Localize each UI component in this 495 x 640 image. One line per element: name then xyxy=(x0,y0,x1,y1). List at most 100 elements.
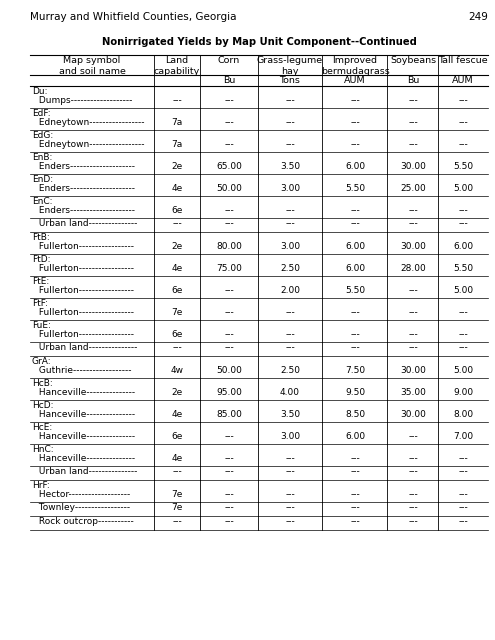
Text: Improved
bermudagrass: Improved bermudagrass xyxy=(321,56,390,76)
Text: Hector-------------------: Hector------------------- xyxy=(36,490,130,499)
Text: ---: --- xyxy=(224,219,234,228)
Text: ---: --- xyxy=(408,517,418,526)
Text: Edneytown-----------------: Edneytown----------------- xyxy=(36,118,145,127)
Text: 4e: 4e xyxy=(171,184,183,193)
Text: ---: --- xyxy=(224,118,234,127)
Text: EnB:: EnB: xyxy=(32,153,52,162)
Text: Tall fescue: Tall fescue xyxy=(438,56,488,65)
Text: Soybeans: Soybeans xyxy=(390,56,436,65)
Text: EdG:: EdG: xyxy=(32,131,53,140)
Text: AUM: AUM xyxy=(344,76,366,85)
Text: Du:: Du: xyxy=(32,87,48,96)
Text: 35.00: 35.00 xyxy=(400,388,426,397)
Text: Fullerton-----------------: Fullerton----------------- xyxy=(36,330,134,339)
Text: 5.50: 5.50 xyxy=(453,264,473,273)
Text: ---: --- xyxy=(224,490,234,499)
Text: 6.00: 6.00 xyxy=(345,162,365,171)
Text: ---: --- xyxy=(458,454,468,463)
Text: Enders--------------------: Enders-------------------- xyxy=(36,184,135,193)
Text: Corn: Corn xyxy=(218,56,240,65)
Text: FtE:: FtE: xyxy=(32,277,49,286)
Text: ---: --- xyxy=(350,517,360,526)
Text: 8.00: 8.00 xyxy=(453,410,473,419)
Text: 3.00: 3.00 xyxy=(280,184,300,193)
Text: 3.00: 3.00 xyxy=(280,242,300,251)
Text: 4e: 4e xyxy=(171,454,183,463)
Text: 25.00: 25.00 xyxy=(400,184,426,193)
Text: 65.00: 65.00 xyxy=(216,162,242,171)
Text: ---: --- xyxy=(408,286,418,295)
Text: Townley-----------------: Townley----------------- xyxy=(36,503,130,512)
Text: ---: --- xyxy=(172,96,182,105)
Text: Rock outcrop-----------: Rock outcrop----------- xyxy=(36,517,134,526)
Text: ---: --- xyxy=(408,454,418,463)
Text: 30.00: 30.00 xyxy=(400,162,426,171)
Text: 2e: 2e xyxy=(171,388,183,397)
Text: ---: --- xyxy=(285,219,295,228)
Text: 50.00: 50.00 xyxy=(216,184,242,193)
Text: ---: --- xyxy=(458,503,468,512)
Text: ---: --- xyxy=(350,206,360,215)
Text: ---: --- xyxy=(285,517,295,526)
Text: ---: --- xyxy=(224,454,234,463)
Text: ---: --- xyxy=(458,308,468,317)
Text: 5.50: 5.50 xyxy=(453,162,473,171)
Text: FtF:: FtF: xyxy=(32,299,48,308)
Text: ---: --- xyxy=(172,467,182,476)
Text: 28.00: 28.00 xyxy=(400,264,426,273)
Text: ---: --- xyxy=(350,219,360,228)
Text: ---: --- xyxy=(285,308,295,317)
Text: Fullerton-----------------: Fullerton----------------- xyxy=(36,308,134,317)
Text: ---: --- xyxy=(458,330,468,339)
Text: ---: --- xyxy=(458,219,468,228)
Text: ---: --- xyxy=(350,454,360,463)
Text: 5.00: 5.00 xyxy=(453,184,473,193)
Text: 6.00: 6.00 xyxy=(345,242,365,251)
Text: 6.00: 6.00 xyxy=(345,264,365,273)
Text: ---: --- xyxy=(172,517,182,526)
Text: ---: --- xyxy=(224,343,234,352)
Text: 30.00: 30.00 xyxy=(400,242,426,251)
Text: ---: --- xyxy=(458,343,468,352)
Text: 5.00: 5.00 xyxy=(453,366,473,375)
Text: 249: 249 xyxy=(468,12,488,22)
Text: 3.50: 3.50 xyxy=(280,410,300,419)
Text: ---: --- xyxy=(285,343,295,352)
Text: 30.00: 30.00 xyxy=(400,366,426,375)
Text: ---: --- xyxy=(408,219,418,228)
Text: 2e: 2e xyxy=(171,162,183,171)
Text: ---: --- xyxy=(285,96,295,105)
Text: ---: --- xyxy=(224,140,234,149)
Text: 4e: 4e xyxy=(171,410,183,419)
Text: 5.50: 5.50 xyxy=(345,286,365,295)
Text: ---: --- xyxy=(350,118,360,127)
Text: Enders--------------------: Enders-------------------- xyxy=(36,162,135,171)
Text: ---: --- xyxy=(285,118,295,127)
Text: ---: --- xyxy=(224,96,234,105)
Text: 50.00: 50.00 xyxy=(216,366,242,375)
Text: Map symbol
and soil name: Map symbol and soil name xyxy=(58,56,125,76)
Text: ---: --- xyxy=(408,206,418,215)
Text: ---: --- xyxy=(224,467,234,476)
Text: Hanceville---------------: Hanceville--------------- xyxy=(36,388,135,397)
Text: Hanceville---------------: Hanceville--------------- xyxy=(36,454,135,463)
Text: ---: --- xyxy=(285,206,295,215)
Text: 8.50: 8.50 xyxy=(345,410,365,419)
Text: ---: --- xyxy=(458,96,468,105)
Text: HnC:: HnC: xyxy=(32,445,53,454)
Text: ---: --- xyxy=(224,432,234,441)
Text: ---: --- xyxy=(408,118,418,127)
Text: 9.50: 9.50 xyxy=(345,388,365,397)
Text: 6e: 6e xyxy=(171,432,183,441)
Text: ---: --- xyxy=(458,140,468,149)
Text: ---: --- xyxy=(224,517,234,526)
Text: ---: --- xyxy=(408,140,418,149)
Text: Nonirrigated Yields by Map Unit Component--Continued: Nonirrigated Yields by Map Unit Componen… xyxy=(101,37,416,47)
Text: 7.00: 7.00 xyxy=(453,432,473,441)
Text: ---: --- xyxy=(408,467,418,476)
Text: ---: --- xyxy=(458,118,468,127)
Text: HcB:: HcB: xyxy=(32,379,53,388)
Text: ---: --- xyxy=(224,206,234,215)
Text: ---: --- xyxy=(458,467,468,476)
Text: Fullerton-----------------: Fullerton----------------- xyxy=(36,286,134,295)
